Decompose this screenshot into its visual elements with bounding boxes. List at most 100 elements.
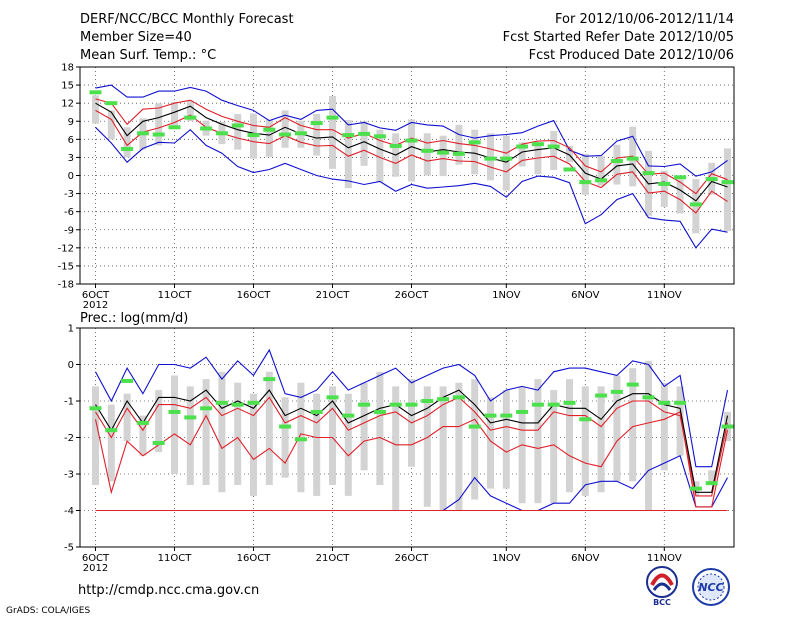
median-marker bbox=[342, 133, 355, 138]
spread-box bbox=[455, 382, 463, 511]
y-tick-label: -15 bbox=[58, 261, 74, 272]
median-marker bbox=[563, 400, 576, 405]
median-marker bbox=[263, 377, 276, 382]
spread-box bbox=[344, 393, 352, 496]
x-tick-label: 16OCT bbox=[237, 553, 272, 564]
spread-box bbox=[423, 386, 431, 507]
lower-outer-line bbox=[95, 126, 728, 249]
y-tick-label: 0 bbox=[68, 171, 74, 182]
spread-box bbox=[613, 375, 621, 482]
spread-box bbox=[581, 153, 589, 195]
median-marker bbox=[358, 402, 371, 407]
median-marker bbox=[689, 202, 702, 207]
y-tick-label: -1 bbox=[64, 397, 74, 408]
y-tick-label: 12 bbox=[61, 99, 74, 110]
median-marker bbox=[200, 126, 213, 131]
spread-box bbox=[439, 135, 447, 177]
median-marker bbox=[405, 138, 418, 143]
spread-box bbox=[186, 100, 194, 122]
bcc-logo-wave-icon bbox=[652, 582, 672, 591]
y-tick-label: -5 bbox=[64, 543, 74, 554]
spread-box bbox=[139, 415, 147, 456]
x-tick-label: 11OCT bbox=[158, 553, 193, 564]
median-marker bbox=[484, 156, 497, 161]
median-marker bbox=[437, 397, 450, 402]
spread-box bbox=[329, 386, 336, 485]
y-tick-label: 3 bbox=[68, 153, 74, 164]
median-marker bbox=[279, 424, 292, 429]
median-marker bbox=[89, 406, 102, 411]
y-tick-label: -4 bbox=[64, 506, 74, 517]
spread-box bbox=[265, 371, 273, 485]
median-marker bbox=[200, 406, 213, 411]
forecast-period: For 2012/10/06-2012/11/14 bbox=[555, 12, 734, 27]
median-marker bbox=[231, 402, 244, 407]
spread-box bbox=[534, 379, 542, 504]
y-tick-label: 0 bbox=[68, 360, 74, 371]
spread-box bbox=[676, 179, 684, 214]
median-marker bbox=[500, 413, 513, 418]
upper-inner-line bbox=[95, 98, 728, 195]
spread-box bbox=[107, 110, 115, 140]
spread-box bbox=[392, 386, 400, 511]
median-marker bbox=[642, 171, 655, 176]
forecast-produced: Fcst Produced Date 2012/10/06 bbox=[529, 48, 734, 63]
median-marker bbox=[184, 115, 197, 120]
median-marker bbox=[642, 395, 655, 400]
median-marker bbox=[579, 417, 592, 422]
median-marker bbox=[468, 140, 481, 145]
spread-box bbox=[455, 124, 463, 165]
spread-box bbox=[281, 110, 289, 148]
spread-box bbox=[155, 103, 163, 146]
y-tick-label: 1 bbox=[68, 324, 74, 335]
median-marker bbox=[326, 115, 339, 120]
median-marker bbox=[105, 428, 118, 433]
spread-box bbox=[550, 130, 558, 171]
upper-outer-line bbox=[95, 84, 728, 177]
ncc-logo-text: NCC bbox=[698, 581, 723, 594]
median-marker bbox=[705, 177, 718, 182]
forecast-started: Fcst Started Refer Date 2012/10/05 bbox=[503, 30, 734, 45]
spread-box bbox=[234, 114, 242, 150]
y-tick-label: -12 bbox=[58, 243, 74, 254]
y-tick-label: 18 bbox=[61, 63, 74, 74]
x-tick-label: 11NOV bbox=[647, 553, 682, 564]
x-year-label: 2012 bbox=[83, 563, 108, 574]
median-marker bbox=[152, 440, 165, 445]
x-year-label: 2012 bbox=[83, 300, 108, 311]
spread-box bbox=[597, 386, 605, 493]
median-marker bbox=[674, 175, 687, 180]
median-marker bbox=[326, 395, 339, 400]
median-marker bbox=[105, 101, 118, 106]
median-marker bbox=[342, 413, 355, 418]
spread-box bbox=[265, 120, 273, 157]
x-tick-label: 16OCT bbox=[237, 290, 272, 301]
x-tick-label: 26OCT bbox=[395, 553, 430, 564]
spread-box bbox=[502, 135, 510, 191]
median-marker bbox=[294, 131, 307, 136]
median-marker bbox=[452, 151, 465, 156]
spread-box bbox=[155, 390, 163, 453]
median-marker bbox=[389, 402, 402, 407]
spread-box bbox=[376, 129, 384, 183]
spread-box bbox=[92, 386, 99, 485]
spread-box bbox=[202, 379, 210, 485]
spread-box bbox=[281, 397, 289, 478]
spread-box bbox=[439, 386, 447, 511]
upper-inner-line bbox=[95, 396, 729, 497]
x-tick-label: 11NOV bbox=[647, 290, 682, 301]
median-marker bbox=[500, 156, 513, 161]
median-marker bbox=[168, 409, 181, 414]
spread-box bbox=[313, 114, 321, 156]
y-tick-label: 15 bbox=[61, 81, 74, 92]
source-url: http://cmdp.ncc.cma.gov.cn bbox=[78, 583, 259, 598]
variable-label: Mean Surf. Temp.: °C bbox=[80, 48, 216, 63]
median-marker bbox=[610, 389, 623, 394]
spread-box bbox=[502, 390, 510, 489]
median-marker bbox=[279, 132, 292, 137]
spread-box bbox=[107, 404, 115, 482]
y-tick-label: -2 bbox=[64, 433, 74, 444]
median-marker bbox=[373, 409, 386, 414]
median-marker bbox=[531, 402, 544, 407]
spread-box bbox=[581, 386, 589, 496]
